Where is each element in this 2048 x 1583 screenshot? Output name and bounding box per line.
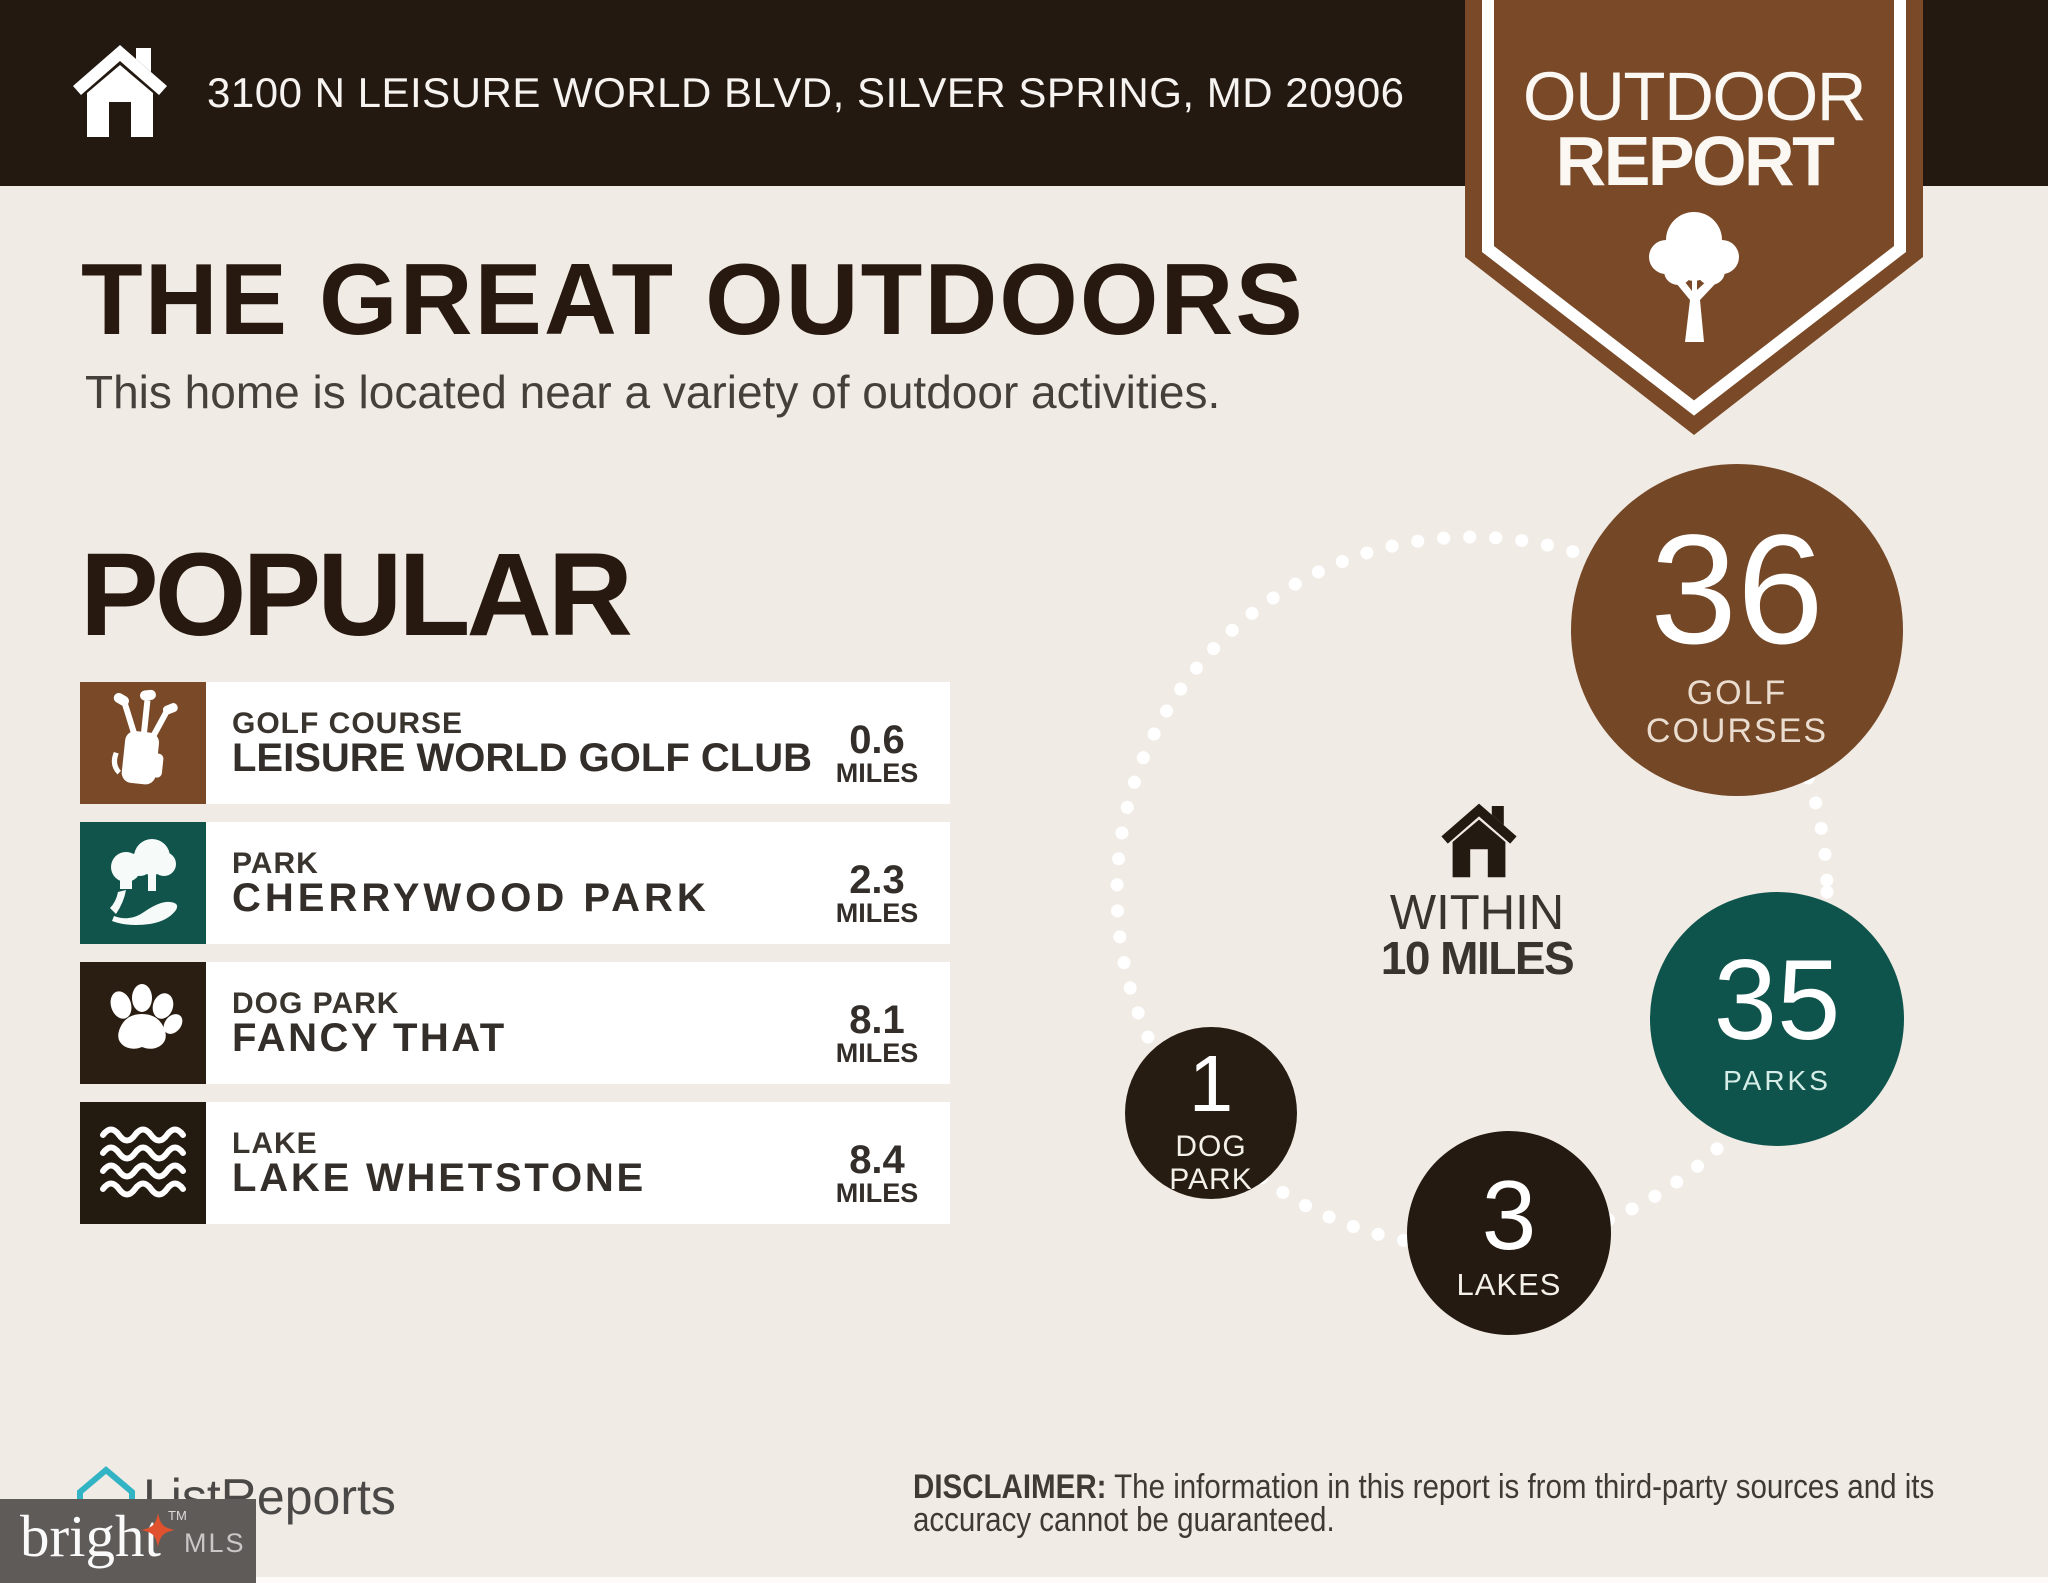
svg-text:OUTDOOR: OUTDOOR — [1523, 58, 1865, 135]
svg-text:REPORT: REPORT — [1556, 122, 1834, 200]
